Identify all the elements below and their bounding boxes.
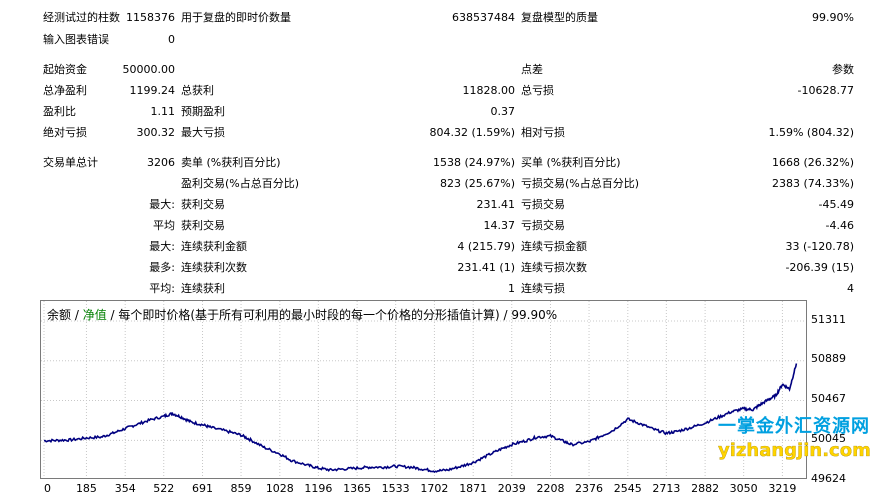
x-tick-label: 2208 (536, 482, 565, 495)
expected-payoff-label: 预期盈利 (181, 105, 225, 118)
loss-trades-label: 亏损交易(%占总百分比) (521, 177, 640, 190)
average-profit-trade-value: 14.37 (483, 219, 516, 232)
legend-separator: / (71, 308, 83, 322)
maximal-consecutive-loss-label: 连续亏损次数 (521, 261, 587, 274)
balance-series-line (43, 363, 798, 473)
absolute-drawdown-label: 绝对亏损 (43, 126, 87, 139)
y-tick-label: 50467 (811, 392, 846, 405)
x-tick-label: 1028 (265, 482, 294, 495)
short-positions-label: 卖单 (%获利百分比) (181, 156, 281, 169)
x-tick-label: 2545 (613, 482, 642, 495)
y-tick-label: 50889 (811, 352, 846, 365)
y-tick-label: 49624 (811, 472, 846, 485)
maximal-drawdown-label: 最大亏损 (181, 126, 225, 139)
gross-profit-label: 总获利 (181, 84, 214, 97)
maximal-consecutive-profit-value: 231.41 (1) (457, 261, 515, 274)
total-net-profit-value: 1199.24 (129, 84, 176, 97)
x-tick-label: 354 (114, 482, 136, 495)
total-trades-label: 交易单总计 (43, 156, 98, 169)
average-consecutive-wins-label: 连续获利 (181, 282, 225, 295)
initial-deposit-label: 起始资金 (43, 63, 87, 76)
x-tick-label: 0 (44, 482, 51, 495)
x-tick-label: 859 (230, 482, 252, 495)
watermark-cn: 一掌金外汇资源网 (718, 416, 870, 437)
relative-drawdown-label: 相对亏损 (521, 126, 565, 139)
maximal-drawdown-value: 804.32 (1.59%) (429, 126, 515, 139)
largest-prefix: 最大: (149, 198, 175, 211)
x-tick-label: 185 (75, 482, 97, 495)
x-tick-label: 2039 (497, 482, 526, 495)
average-loss-trade-label: 亏损交易 (521, 219, 565, 232)
legend-description: 每个即时价格(基于所有可利用的最小时段的每一个价格的分形插值计算) / 99.9… (118, 308, 558, 322)
long-positions-value: 1668 (26.32%) (771, 156, 854, 169)
maximal-consecutive-loss-value: -206.39 (15) (785, 261, 854, 274)
average-prefix: 平均 (153, 219, 175, 232)
x-tick-label: 2376 (575, 482, 604, 495)
x-tick-label: 1365 (343, 482, 372, 495)
largest-loss-trade-label: 亏损交易 (521, 198, 565, 211)
legend-equity: 净值 (82, 308, 107, 322)
maximal-consecutive-profit-label: 连续获利次数 (181, 261, 247, 274)
x-tick-label: 2713 (652, 482, 681, 495)
average-consecutive-prefix: 平均: (149, 282, 175, 295)
profit-trades-value: 823 (25.67%) (439, 177, 515, 190)
legend-separator: / (106, 308, 119, 322)
short-positions-value: 1538 (24.97%) (432, 156, 515, 169)
modelling-quality-value: 99.90% (812, 11, 854, 24)
x-tick-label: 3050 (729, 482, 758, 495)
bars-tested-label: 经测试过的柱数 (43, 11, 120, 24)
spread-label: 点差 (521, 63, 543, 76)
average-loss-trade-value: -4.46 (825, 219, 854, 232)
max-consecutive-wins-label: 连续获利金额 (181, 240, 247, 253)
average-consecutive-losses-value: 4 (847, 282, 854, 295)
largest-profit-trade-value: 231.41 (476, 198, 516, 211)
loss-trades-value: 2383 (74.33%) (771, 177, 854, 190)
ticks-modelled-value: 638537484 (452, 11, 515, 24)
initial-deposit-value: 50000.00 (122, 63, 176, 76)
largest-profit-trade-label: 获利交易 (181, 198, 225, 211)
expected-payoff-value: 0.37 (490, 105, 516, 118)
modelling-quality-label: 复盘模型的质量 (521, 11, 598, 24)
max-consecutive-losses-value: 33 (-120.78) (785, 240, 854, 253)
absolute-drawdown-value: 300.32 (136, 126, 176, 139)
y-tick-label: 51311 (811, 313, 846, 326)
maximal-consecutive-prefix: 最多: (149, 261, 175, 274)
x-tick-label: 691 (192, 482, 213, 495)
spread-value: 参数 (832, 63, 854, 76)
chart-legend: 余额 / 净值 / 每个即时价格(基于所有可利用的最小时段的每一个价格的分形插值… (47, 306, 557, 323)
x-tick-label: 1871 (459, 482, 488, 495)
profit-trades-label: 盈利交易(%占总百分比) (181, 177, 300, 190)
x-tick-label: 2882 (691, 482, 720, 495)
gross-loss-value: -10628.77 (797, 84, 854, 97)
total-net-profit-label: 总净盈利 (43, 84, 87, 97)
gross-loss-label: 总亏损 (521, 84, 554, 97)
balance-chart: 余额 / 净值 / 每个即时价格(基于所有可利用的最小时段的每一个价格的分形插值… (40, 300, 807, 479)
watermark-url: yizhangjin.com (718, 440, 871, 461)
mismatched-errors-value: 0 (168, 33, 175, 46)
x-tick-label: 3219 (768, 482, 797, 495)
y-tick-label: 50045 (811, 432, 846, 445)
long-positions-label: 买单 (%获利百分比) (521, 156, 621, 169)
relative-drawdown-value: 1.59% (804.32) (768, 126, 854, 139)
max-consecutive-wins-value: 4 (215.79) (457, 240, 515, 253)
profit-factor-label: 盈利比 (43, 105, 76, 118)
max-consecutive-losses-label: 连续亏损金额 (521, 240, 587, 253)
total-trades-value: 3206 (147, 156, 175, 169)
x-tick-label: 1533 (381, 482, 410, 495)
largest-loss-trade-value: -45.49 (818, 198, 854, 211)
x-tick-label: 522 (153, 482, 175, 495)
bars-tested-value: 1158376 (126, 11, 175, 24)
average-consecutive-wins-value: 1 (508, 282, 515, 295)
chart-plot (41, 301, 806, 478)
max-consecutive-prefix: 最大: (149, 240, 175, 253)
average-profit-trade-label: 获利交易 (181, 219, 225, 232)
profit-factor-value: 1.11 (150, 105, 176, 118)
mismatched-errors-label: 输入图表错误 (43, 33, 109, 46)
legend-balance: 余额 (47, 308, 72, 322)
x-tick-label: 1196 (304, 482, 333, 495)
average-consecutive-losses-label: 连续亏损 (521, 282, 565, 295)
gross-profit-value: 11828.00 (462, 84, 516, 97)
ticks-modelled-label: 用于复盘的即时价数量 (181, 11, 291, 24)
x-tick-label: 1702 (420, 482, 449, 495)
